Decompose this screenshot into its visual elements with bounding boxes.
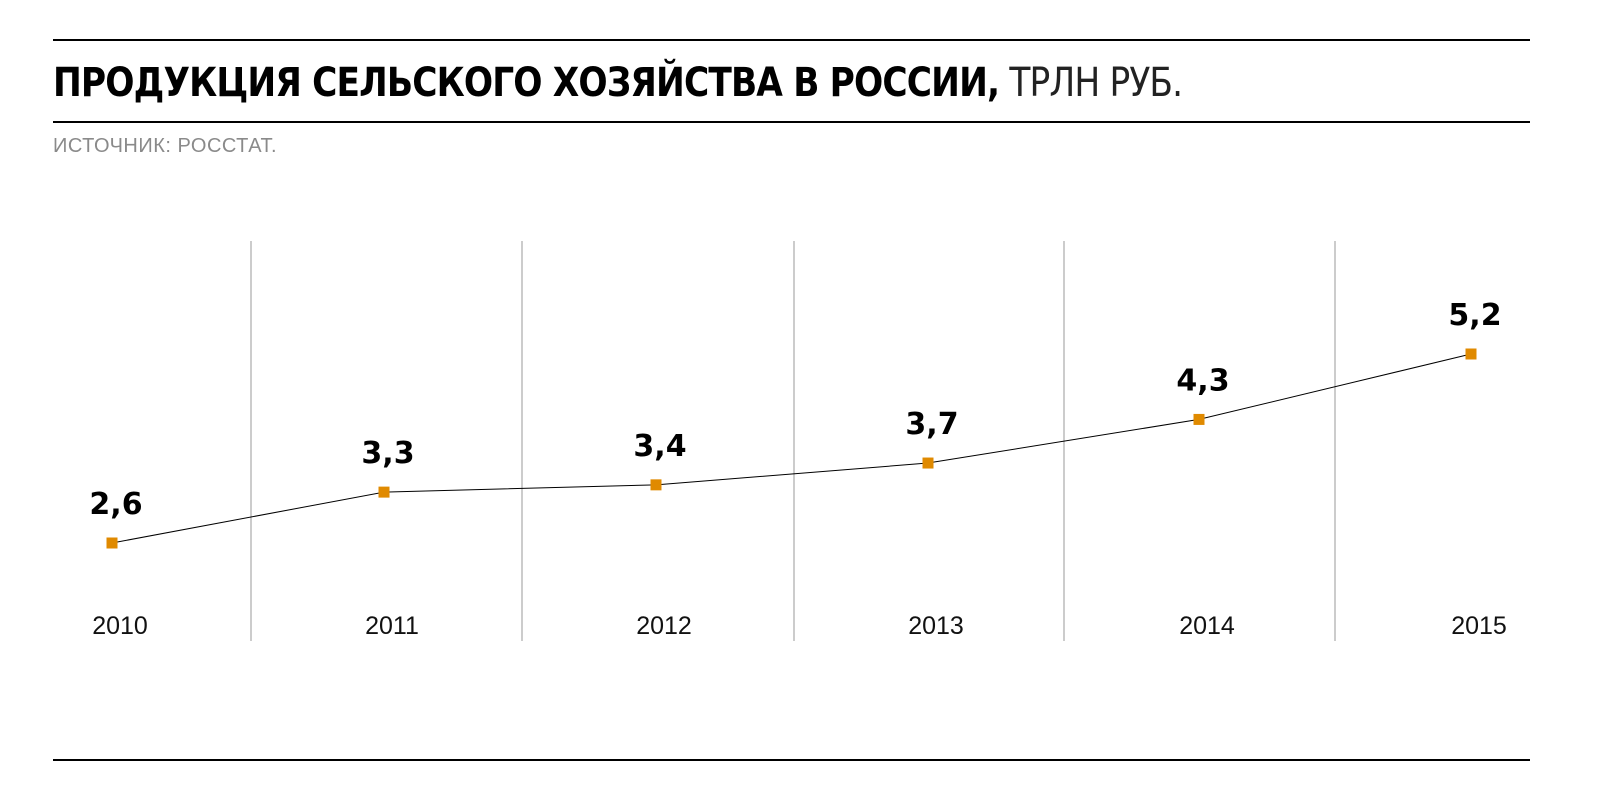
x-tick-label-2015: 2015 — [1451, 612, 1507, 640]
marker-layer — [106, 348, 1477, 549]
top-rule — [53, 39, 1530, 41]
data-point-2013 — [922, 457, 934, 469]
value-label-2011: 3,3 — [361, 436, 414, 471]
data-point-2011 — [378, 486, 390, 498]
chart-title: ПРОДУКЦИЯ СЕЛЬСКОГО ХОЗЯЙСТВА В РОССИИ, … — [53, 52, 1183, 114]
data-point-2015 — [1465, 348, 1477, 360]
bottom-rule — [53, 759, 1530, 761]
data-point-2012 — [650, 479, 662, 491]
x-tick-label-2013: 2013 — [908, 612, 964, 640]
data-point-2010 — [106, 537, 118, 549]
x-axis-tick-layer: 2010 2011 2012 2013 2014 2015 — [92, 612, 1507, 640]
x-tick-label-2010: 2010 — [92, 612, 148, 640]
value-label-layer: 2,6 3,3 3,4 3,7 4,3 5,2 — [89, 298, 1501, 522]
series-layer — [111, 353, 1472, 544]
x-tick-label-2011: 2011 — [365, 612, 419, 640]
data-point-2014 — [1193, 413, 1205, 425]
series-line — [111, 353, 1472, 544]
value-label-2014: 4,3 — [1176, 363, 1229, 398]
chart-title-main: ПРОДУКЦИЯ СЕЛЬСКОГО ХОЗЯЙСТВА В РОССИИ, — [53, 60, 1000, 106]
x-tick-label-2014: 2014 — [1179, 612, 1235, 640]
value-label-2010: 2,6 — [89, 487, 142, 522]
value-label-2013: 3,7 — [905, 407, 958, 442]
value-label-2012: 3,4 — [633, 429, 686, 464]
x-tick-label-2012: 2012 — [636, 612, 692, 640]
value-label-2015: 5,2 — [1448, 298, 1501, 333]
chart-title-unit: ТРЛН РУБ. — [999, 60, 1183, 106]
title-rule — [53, 121, 1530, 123]
source-note: ИСТОЧНИК: РОССТАТ. — [53, 135, 278, 157]
